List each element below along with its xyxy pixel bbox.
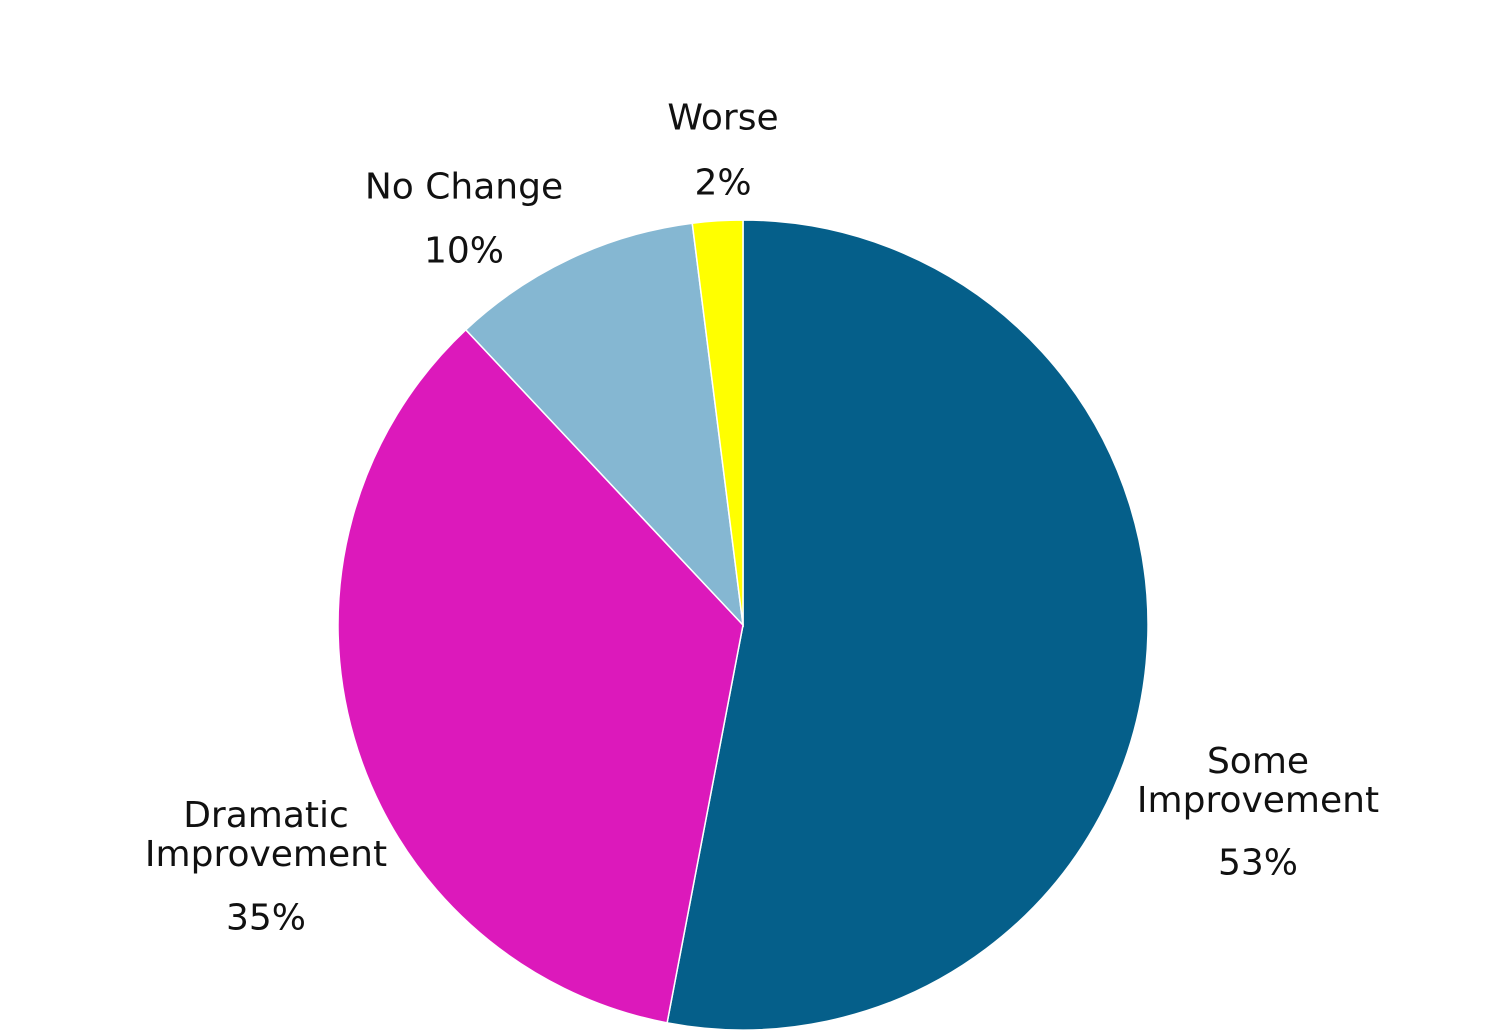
slice-label: Dramatic Improvement (144, 795, 388, 875)
slice-label: Some Improvement (1136, 741, 1380, 821)
slice-value-label: 2% (694, 162, 752, 204)
slice-value-label: 10% (423, 230, 504, 272)
slice-label: No Change (364, 166, 564, 208)
pie-slice (464, 222, 745, 628)
slice-label: Worse (667, 97, 779, 139)
pie-slice (691, 219, 744, 626)
slice-value-label: 35% (225, 897, 306, 939)
pie-slice (666, 219, 1149, 1031)
pie-slice (337, 328, 744, 1024)
slice-value-label: 53% (1217, 842, 1298, 884)
